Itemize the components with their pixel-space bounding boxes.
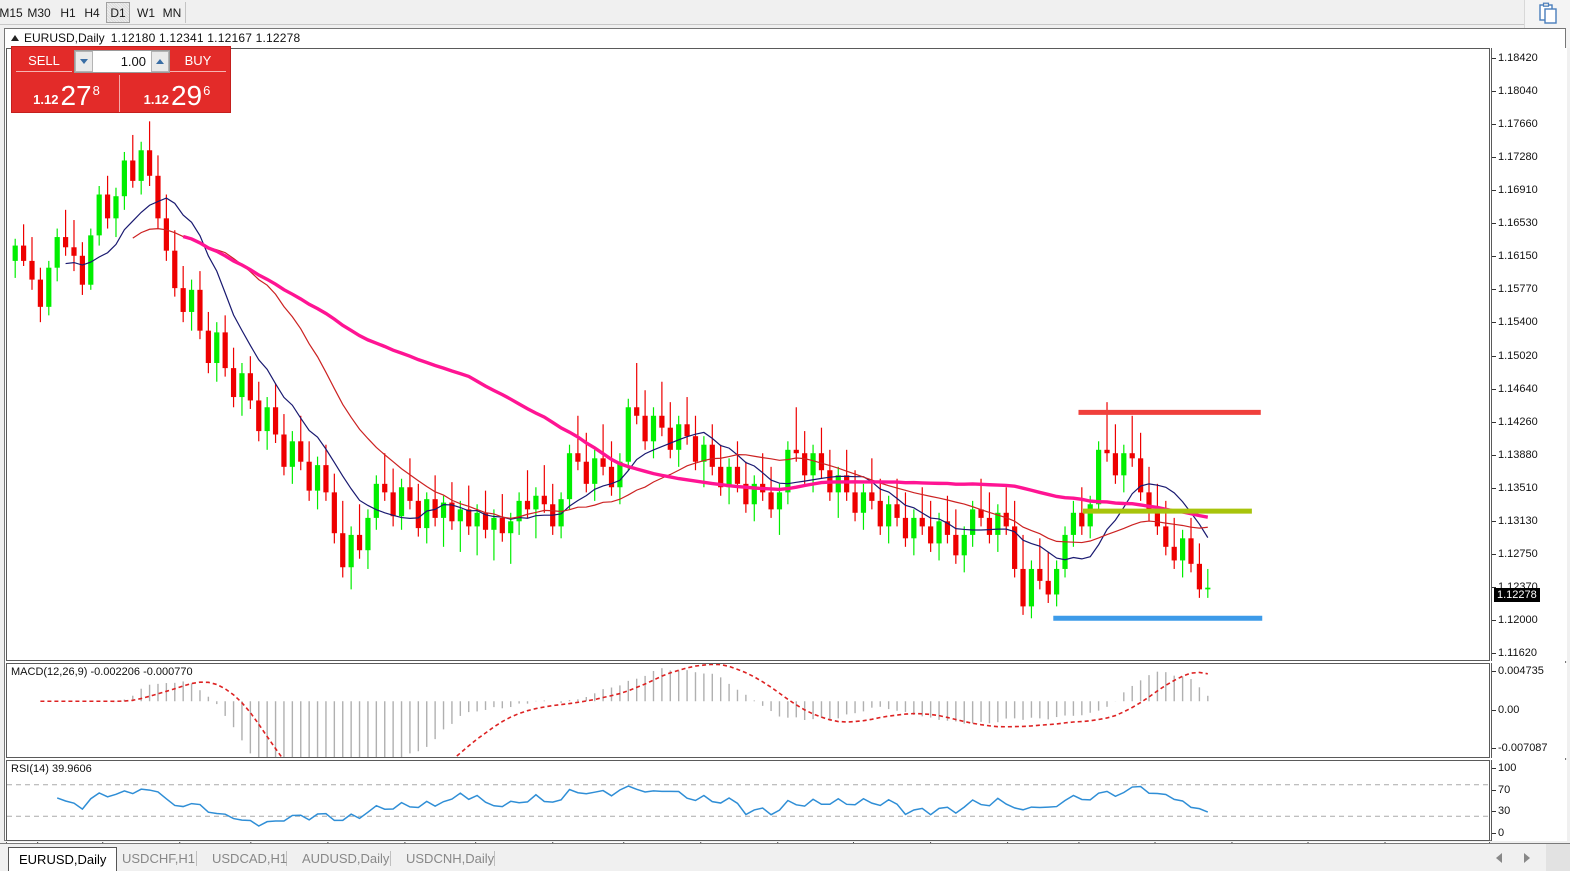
chart-tab-usdchf[interactable]: USDCHF,H1 xyxy=(122,851,195,866)
buy-price-sup: 6 xyxy=(203,83,211,98)
macd-scale-tick: 0.004735 xyxy=(1492,665,1544,677)
timeframe-m30[interactable]: M30 xyxy=(27,6,51,20)
timeframe-h1[interactable]: H1 xyxy=(60,6,76,20)
price-scale-tick: 1.12000 xyxy=(1492,613,1538,626)
buy-button[interactable]: BUY xyxy=(170,50,226,72)
price-chart-svg xyxy=(12,121,1263,621)
price-scale-tick: 1.14260 xyxy=(1492,415,1538,428)
rsi-chart-svg xyxy=(7,784,1489,827)
price-scale-tick: 1.15400 xyxy=(1492,316,1538,329)
arrow-left-icon[interactable] xyxy=(1496,853,1502,863)
buy-price-prefix: 1.12 xyxy=(143,92,169,107)
price-scale-tick: 1.13130 xyxy=(1492,514,1538,527)
rsi-scale-tick: 100 xyxy=(1491,762,1517,774)
macd-scale[interactable]: 0.004735 0.00 -0.007087 xyxy=(1491,663,1567,758)
chart-titlebar: EURUSD,Daily 1.12180 1.12341 1.12167 1.12… xyxy=(5,29,1565,47)
arrow-right-icon[interactable] xyxy=(1524,853,1530,863)
chart-window: EURUSD,Daily 1.12180 1.12341 1.12167 1.12… xyxy=(4,28,1567,862)
clipboard-icon xyxy=(1538,2,1557,24)
macd-pane[interactable]: MACD(12,26,9) -0.002206 -0.000770 xyxy=(6,663,1490,758)
triangle-up-icon xyxy=(11,34,19,41)
toolbar-divider xyxy=(185,2,186,23)
chart-tab-eurusd[interactable]: EURUSD,Daily xyxy=(8,847,118,871)
price-scale-tick: 1.17660 xyxy=(1492,118,1538,131)
price-scale-tick: 1.15020 xyxy=(1492,349,1538,362)
rsi-scale-tick: 30 xyxy=(1491,805,1511,818)
price-scale-tick: 1.12750 xyxy=(1492,547,1538,560)
price-scale-tick: 1.18040 xyxy=(1492,85,1538,98)
macd-scale-tick: -0.007087 xyxy=(1492,742,1548,754)
current-price-badge: 1.12278 xyxy=(1494,588,1540,602)
price-scale[interactable]: 1.12278 1.18420 1.18040 1.17660 1.17280 1.16… xyxy=(1491,48,1567,661)
sell-price-main: 27 xyxy=(60,80,92,111)
buy-price-main: 29 xyxy=(170,80,203,111)
tab-divider xyxy=(494,851,495,866)
sell-button[interactable]: SELL xyxy=(16,50,72,72)
timeframe-h4[interactable]: H4 xyxy=(84,6,100,20)
timeframe-toolbar: M15 M30 H1 H4 D1 W1 MN xyxy=(0,0,1570,25)
one-click-trading-panel: SELL 1.00 BUY 1.12 27 8 1.12 29 6 xyxy=(11,46,231,113)
chevron-down-icon xyxy=(80,59,88,64)
lot-size-stepper[interactable]: 1.00 xyxy=(74,50,170,73)
sell-price-sup: 8 xyxy=(92,83,100,98)
price-scale-tick: 1.16530 xyxy=(1492,217,1538,230)
price-scale-tick: 1.17280 xyxy=(1492,151,1538,164)
tab-divider xyxy=(286,851,287,866)
price-scale-tick: 1.13880 xyxy=(1492,448,1538,461)
price-scale-tick: 1.16910 xyxy=(1492,184,1538,197)
macd-scale-tick: 0.00 xyxy=(1491,703,1520,716)
chart-tabbar: EURUSD,Daily USDCHF,H1 USDCAD,H1 AUDUSD,Dai… xyxy=(0,843,1570,871)
chart-tab-audusd[interactable]: AUDUSD,Daily xyxy=(302,851,390,866)
price-scale-tick: 1.11620 xyxy=(1492,647,1537,659)
timeframe-mn[interactable]: MN xyxy=(162,6,182,20)
timeframe-m15[interactable]: M15 xyxy=(0,6,23,20)
price-scale-tick: 1.14640 xyxy=(1492,382,1538,395)
sell-price-prefix: 1.12 xyxy=(33,92,59,107)
lot-increment-button[interactable] xyxy=(151,51,169,72)
lot-decrement-button[interactable] xyxy=(75,51,93,72)
tab-scroll-controls[interactable] xyxy=(1484,848,1542,868)
chevron-up-icon xyxy=(156,59,164,64)
rsi-scale-tick: 70 xyxy=(1491,783,1511,796)
sell-price-display[interactable]: 1.12 27 8 xyxy=(14,75,120,112)
tab-divider xyxy=(196,851,197,866)
timeframe-w1[interactable]: W1 xyxy=(137,6,155,20)
rsi-label: RSI(14) 39.9606 xyxy=(11,763,92,775)
rsi-scale[interactable]: 100 70 30 0 xyxy=(1491,760,1567,841)
price-pane[interactable] xyxy=(6,48,1490,661)
tabbar-right-filler xyxy=(1546,844,1570,871)
chart-ohlc-values: 1.12180 1.12341 1.12167 1.12278 xyxy=(110,31,301,45)
rsi-pane[interactable]: RSI(14) 39.9606 xyxy=(6,760,1490,841)
timeframe-d1[interactable]: D1 xyxy=(106,2,130,23)
lot-size-value[interactable]: 1.00 xyxy=(120,54,146,69)
price-scale-tick: 1.13510 xyxy=(1492,481,1538,494)
macd-chart-svg xyxy=(40,664,1209,757)
price-scale-tick: 1.16150 xyxy=(1492,250,1538,263)
chart-tab-usdcnh[interactable]: USDCNH,Daily xyxy=(406,851,495,866)
price-scale-tick: 1.15770 xyxy=(1492,283,1538,296)
rsi-scale-tick: 0 xyxy=(1491,827,1505,839)
chart-symbol-label: EURUSD,Daily xyxy=(24,31,105,45)
chart-tab-usdcad[interactable]: USDCAD,H1 xyxy=(212,851,288,866)
price-scale-tick: 1.18420 xyxy=(1492,52,1538,64)
buy-price-display[interactable]: 1.12 29 6 xyxy=(124,75,230,112)
tab-divider xyxy=(390,851,391,866)
macd-label: MACD(12,26,9) -0.002206 -0.000770 xyxy=(11,666,193,678)
